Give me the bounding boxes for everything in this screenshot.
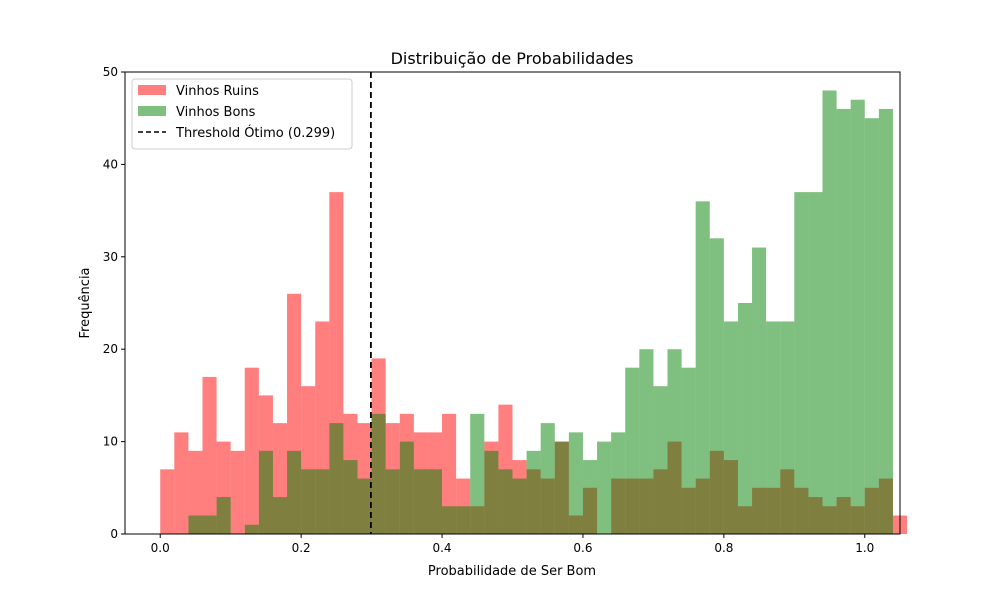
- y-tick-label-3: 30: [103, 250, 118, 264]
- bar-vinhos-bons-40: [723, 321, 738, 534]
- bar-vinhos-bons-13: [343, 460, 358, 534]
- bar-vinhos-bons-43: [766, 321, 781, 534]
- bar-vinhos-bons-20: [442, 506, 457, 534]
- bar-vinhos-bons-17: [399, 441, 414, 534]
- bar-vinhos-bons-38: [695, 201, 710, 535]
- bar-vinhos-bons-37: [681, 367, 696, 534]
- y-tick-label-2: 20: [103, 342, 118, 356]
- x-tick-label-5: 1.0: [855, 541, 874, 555]
- bar-vinhos-bons-2: [188, 515, 203, 534]
- bar-vinhos-bons-42: [752, 247, 767, 534]
- bar-vinhos-bons-47: [822, 90, 837, 534]
- bar-vinhos-bons-14: [357, 478, 372, 534]
- bar-vinhos-bons-11: [315, 469, 330, 534]
- bar-vinhos-bons-25: [512, 478, 527, 534]
- legend-swatch-vinhos-bons: [138, 106, 166, 116]
- bar-vinhos-bons-22: [470, 413, 485, 534]
- bar-vinhos-bons-23: [484, 450, 499, 534]
- bar-vinhos-bons-39: [709, 238, 724, 534]
- x-axis-ticks: 0.0 0.2 0.4 0.6 0.8 1.0: [151, 534, 874, 555]
- bar-vinhos-bons-8: [272, 497, 288, 534]
- chart-title: Distribuição de Probabilidades: [391, 49, 634, 68]
- bar-vinhos-bons-51: [878, 108, 893, 535]
- bar-vinhos-bons-15: [371, 413, 386, 534]
- y-tick-label-1: 10: [103, 435, 118, 449]
- bar-vinhos-bons-48: [836, 108, 851, 535]
- x-tick-label-3: 0.6: [573, 541, 592, 555]
- bar-vinhos-bons-12: [329, 423, 344, 534]
- x-tick-label-2: 0.4: [432, 541, 451, 555]
- bar-vinhos-bons-41: [737, 303, 753, 534]
- bar-vinhos-bons-35: [653, 386, 668, 534]
- bar-vinhos-bons-24: [498, 469, 513, 534]
- legend-label-threshold: Threshold Ótimo (0.299): [175, 125, 335, 141]
- bar-vinhos-bons-46: [808, 192, 823, 534]
- bar-vinhos-ruins-1: [174, 432, 189, 534]
- bar-vinhos-bons-7: [258, 450, 273, 534]
- bar-vinhos-bons-4: [216, 497, 231, 534]
- bar-vinhos-ruins-5: [230, 450, 245, 534]
- plot-frame: [124, 71, 901, 535]
- bar-vinhos-ruins-20: [442, 413, 457, 534]
- bar-vinhos-bons-44: [780, 321, 795, 534]
- legend-label-vinhos-bons: Vinhos Bons: [176, 105, 256, 120]
- y-tick-label-0: 0: [110, 527, 118, 541]
- x-axis-label: Probabilidade de Ser Bom: [428, 564, 596, 579]
- bar-vinhos-bons-36: [667, 349, 682, 534]
- y-axis-ticks: 0 10 20 30 40 50: [103, 65, 125, 541]
- y-tick-label-4: 40: [103, 157, 118, 171]
- y-tick-label-5: 50: [103, 65, 118, 79]
- bar-vinhos-ruins-6: [244, 367, 259, 534]
- y-axis-label: Frequência: [78, 267, 93, 338]
- bar-vinhos-bons-29: [568, 432, 583, 534]
- bar-vinhos-bons-10: [301, 469, 316, 534]
- bar-vinhos-bons-16: [385, 469, 400, 534]
- x-tick-label-0: 0.0: [151, 541, 170, 555]
- x-tick-label-1: 0.2: [292, 541, 311, 555]
- bar-vinhos-bons-3: [202, 515, 217, 534]
- bar-vinhos-bons-31: [597, 441, 612, 534]
- bar-vinhos-bons-28: [554, 441, 569, 534]
- bar-vinhos-bons-6: [244, 524, 259, 534]
- legend-swatch-vinhos-ruins: [138, 85, 166, 95]
- bars-layer: [160, 90, 908, 535]
- bar-vinhos-bons-32: [611, 432, 626, 534]
- bar-vinhos-bons-34: [639, 349, 654, 534]
- bar-vinhos-bons-27: [540, 423, 555, 534]
- bar-vinhos-bons-19: [427, 469, 443, 534]
- bar-vinhos-bons-45: [794, 192, 809, 534]
- bar-vinhos-bons-26: [526, 450, 541, 534]
- bar-vinhos-bons-9: [287, 450, 302, 534]
- bar-vinhos-ruins-2: [188, 450, 203, 534]
- bar-vinhos-bons-33: [625, 367, 640, 534]
- bar-vinhos-ruins-0: [160, 469, 175, 534]
- legend-box: [131, 78, 353, 150]
- bar-vinhos-bons-30: [582, 460, 598, 534]
- legend: Vinhos Ruins Vinhos Bons Threshold Ótimo…: [131, 78, 353, 150]
- bar-vinhos-bons-50: [864, 118, 879, 534]
- legend-label-vinhos-ruins: Vinhos Ruins: [176, 84, 259, 99]
- bar-vinhos-ruins-3: [202, 376, 217, 534]
- bar-vinhos-bons-21: [456, 506, 471, 534]
- bar-vinhos-bons-49: [850, 99, 865, 534]
- x-tick-label-4: 0.8: [714, 541, 733, 555]
- bar-vinhos-bons-18: [413, 469, 428, 534]
